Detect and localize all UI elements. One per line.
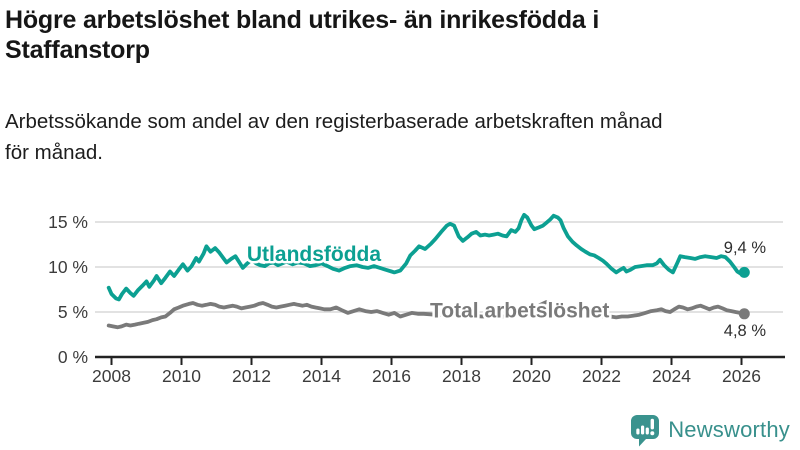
series-end-dot-0 [738, 266, 750, 278]
chart-canvas: Utlandsfödda Total arbetslöshet 9,4 % 4,8 %… [48, 212, 785, 386]
series-end-value-0: 9,4 % [724, 239, 767, 257]
y-tick-label-0: 0 % [58, 347, 88, 367]
newsworthy-logo: Newsworthy [630, 412, 790, 448]
x-tick-label-2024: 2024 [652, 366, 691, 386]
page-title: Högre arbetslöshet bland utrikes- än inr… [5, 5, 775, 65]
y-tick-label-10: 10 % [48, 257, 88, 277]
series-end-dot-1 [738, 308, 750, 320]
x-tick-label-2012: 2012 [232, 366, 271, 386]
x-tick-label-2010: 2010 [162, 366, 201, 386]
y-tick-label-5: 5 % [58, 302, 88, 322]
series-label-1: Total arbetslöshet [430, 300, 609, 323]
series-end-value-1: 4,8 % [724, 322, 767, 340]
x-tick-label-2018: 2018 [442, 366, 481, 386]
y-tick-label-15: 15 % [48, 212, 88, 232]
series-label-0: Utlandsfödda [247, 243, 381, 266]
x-tick-label-2022: 2022 [582, 366, 621, 386]
x-tick-label-2026: 2026 [722, 366, 761, 386]
title-line-2: Staffanstorp [5, 36, 150, 64]
chart-subtitle: Arbetssökande som andel av den registerb… [5, 106, 797, 168]
x-tick-label-2008: 2008 [92, 366, 131, 386]
newsworthy-icon [630, 414, 660, 447]
title-line-1: Högre arbetslöshet bland utrikes- än inr… [5, 6, 600, 34]
subtitle-line-2: för månad. [5, 141, 103, 164]
x-tick-label-2014: 2014 [302, 366, 341, 386]
series-line-1 [106, 300, 747, 330]
x-tick-label-2020: 2020 [512, 366, 551, 386]
newsworthy-wordmark: Newsworthy [668, 417, 790, 442]
x-tick-label-2016: 2016 [372, 366, 411, 386]
series-line-0 [106, 212, 747, 302]
subtitle-line-1: Arbetssökande som andel av den registerb… [5, 110, 663, 133]
unemployment-line-chart: Utlandsfödda Total arbetslöshet 9,4 % 4,8 %… [0, 178, 800, 393]
